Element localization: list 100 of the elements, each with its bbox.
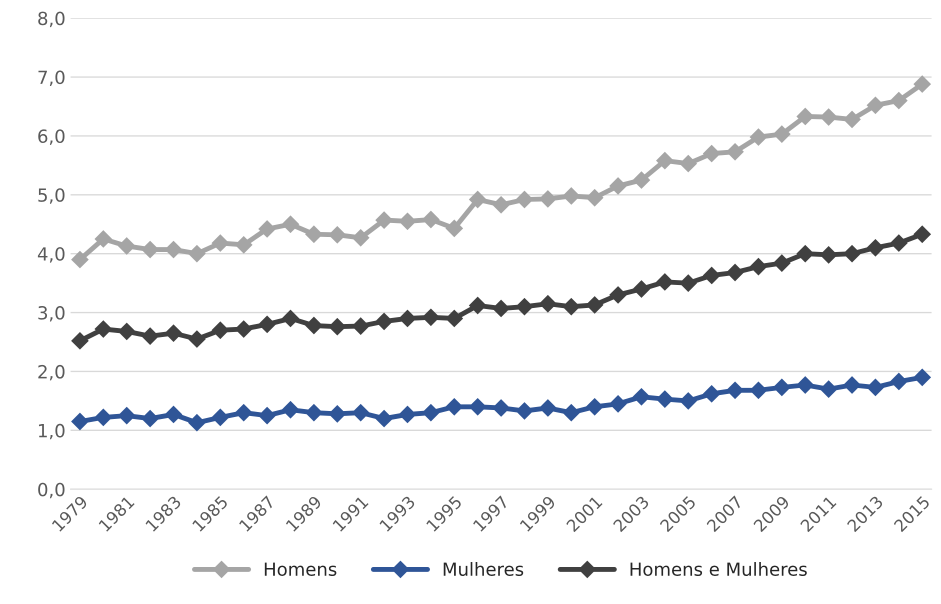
legend-label: Mulheres (444, 562, 524, 576)
point (820, 246, 838, 264)
point (866, 239, 884, 256)
point (282, 310, 300, 328)
point (656, 152, 674, 170)
point (610, 286, 627, 304)
point (142, 241, 159, 258)
point (352, 404, 370, 422)
point (610, 395, 627, 412)
point (914, 76, 931, 93)
point (773, 378, 790, 396)
point (632, 280, 650, 298)
point (796, 376, 814, 394)
point (750, 258, 768, 276)
point (866, 378, 884, 396)
point (94, 408, 112, 426)
point (680, 274, 697, 292)
point (71, 251, 88, 268)
point (71, 332, 88, 350)
point (188, 245, 206, 262)
point (305, 226, 322, 243)
point (750, 128, 768, 146)
point (118, 407, 136, 424)
point (890, 92, 908, 110)
point (469, 398, 486, 416)
point (94, 320, 112, 338)
legend-label: Homens e Mulheres (630, 562, 807, 576)
point (352, 318, 370, 335)
point (94, 230, 112, 248)
point (328, 405, 346, 422)
point (516, 190, 534, 208)
point (820, 380, 838, 398)
point (773, 126, 790, 143)
point (890, 234, 908, 252)
point (352, 229, 370, 246)
point (516, 298, 534, 316)
point (376, 212, 393, 229)
point (469, 190, 486, 208)
point (398, 212, 416, 230)
point (703, 385, 720, 402)
point (586, 296, 604, 314)
point (843, 110, 861, 128)
point (492, 300, 510, 317)
point (422, 404, 440, 422)
point (796, 245, 814, 262)
point (773, 254, 790, 272)
point (282, 216, 300, 233)
point (328, 318, 346, 336)
point (328, 226, 346, 244)
point (656, 273, 674, 290)
point (680, 392, 697, 410)
y-tick-label: 2,0 (38, 364, 65, 380)
point (516, 402, 534, 420)
point (680, 155, 697, 172)
point (398, 310, 416, 328)
point (212, 408, 229, 426)
point (258, 220, 276, 238)
y-tick-label: 6,0 (38, 129, 65, 145)
point (235, 236, 252, 254)
point (142, 328, 159, 345)
point (890, 372, 908, 390)
point (492, 399, 510, 417)
y-tick-label: 4,0 (38, 247, 65, 263)
point (726, 264, 744, 282)
y-tick-label: 8,0 (38, 12, 65, 28)
point (632, 388, 650, 406)
point (866, 96, 884, 114)
point (422, 308, 440, 326)
point (726, 143, 744, 160)
point (188, 330, 206, 348)
point (586, 398, 604, 416)
legend-label: Homens (264, 562, 336, 576)
point (305, 316, 322, 334)
point (118, 237, 136, 255)
point (376, 410, 393, 428)
point (212, 322, 229, 339)
point (235, 404, 252, 422)
point (398, 406, 416, 423)
point (305, 404, 322, 422)
point (610, 177, 627, 195)
point (142, 410, 159, 428)
point (632, 172, 650, 189)
point (235, 320, 252, 338)
point (562, 298, 580, 316)
point (258, 316, 276, 333)
point (914, 226, 931, 243)
point (164, 324, 182, 342)
point (586, 189, 604, 206)
point (539, 399, 556, 417)
point (656, 390, 674, 408)
point (539, 190, 556, 208)
point (188, 414, 206, 432)
point (376, 312, 393, 330)
point (446, 220, 463, 237)
point (71, 412, 88, 430)
point (796, 108, 814, 126)
y-tick-label: 5,0 (38, 188, 65, 204)
point (164, 406, 182, 423)
y-tick-label: 7,0 (38, 70, 65, 86)
point (562, 187, 580, 205)
